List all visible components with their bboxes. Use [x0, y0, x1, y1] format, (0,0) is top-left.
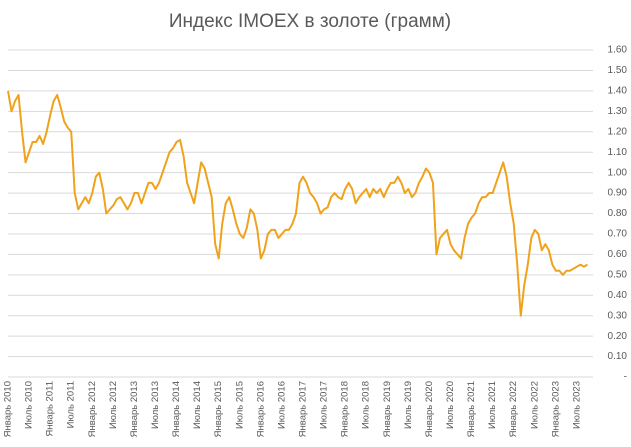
y-tick-label: 0.60: [608, 249, 628, 260]
y-tick-label: -: [624, 372, 627, 383]
x-tick-label: Июль 2011: [66, 381, 77, 428]
x-tick-label: Январь 2019: [382, 381, 393, 437]
y-tick-label: 1.00: [608, 167, 628, 178]
x-tick-label: Январь 2022: [508, 381, 519, 437]
y-tick-label: 0.30: [608, 310, 628, 321]
x-tick-label: Январь 2023: [550, 381, 561, 437]
x-tick-label: Январь 2015: [213, 381, 224, 437]
y-tick-label: 1.60: [608, 45, 628, 56]
y-tick-label: 0.70: [608, 229, 628, 240]
y-tick-label: 0.10: [608, 351, 628, 362]
y-tick-label: 1.40: [608, 86, 628, 97]
chart-title: Индекс IMOEX в золоте (грамм): [169, 11, 451, 32]
x-tick-label: Июль 2019: [403, 381, 414, 429]
y-tick-label: 1.10: [608, 147, 628, 158]
x-tick-label: Январь 2012: [87, 381, 98, 437]
y-tick-label: 0.40: [608, 290, 628, 301]
x-tick-label: Январь 2021: [466, 381, 477, 437]
x-tick-label: Июль 2013: [150, 381, 161, 429]
x-tick-label: Июль 2023: [571, 381, 582, 429]
data-line: [7, 90, 588, 317]
x-tick-label: Январь 2020: [424, 381, 435, 437]
x-tick-label: Июль 2018: [361, 381, 372, 429]
x-tick-label: Январь 2018: [340, 381, 351, 437]
x-tick-label: Июль 2022: [529, 381, 540, 429]
y-tick-label: 1.30: [608, 106, 628, 117]
x-tick-label: Июль 2010: [24, 381, 35, 429]
x-tick-label: Январь 2014: [171, 381, 182, 437]
x-tick-label: Июль 2012: [108, 381, 119, 429]
x-tick-label: Июль 2020: [445, 381, 456, 429]
y-tick-label: 0.20: [608, 331, 628, 342]
y-tick-label: 0.50: [608, 269, 628, 280]
x-tick-label: Июль 2021: [487, 381, 498, 429]
x-tick-label: Июль 2017: [319, 381, 330, 429]
x-tick-label: Июль 2014: [192, 381, 203, 429]
y-tick-label: 1.20: [608, 126, 628, 137]
x-tick-label: Январь 2016: [255, 381, 266, 437]
y-tick-label: 1.50: [608, 65, 628, 76]
x-tick-label: Июль 2016: [276, 381, 287, 429]
x-tick-label: Январь 2017: [298, 381, 309, 437]
x-tick-label: Январь 2013: [129, 381, 140, 437]
x-tick-label: Январь 2011: [45, 381, 56, 437]
x-tick-label: Январь 2010: [3, 381, 14, 437]
x-tick-label: Июль 2015: [234, 381, 245, 429]
y-tick-label: 0.90: [608, 188, 628, 199]
y-tick-label: 0.80: [608, 208, 628, 219]
